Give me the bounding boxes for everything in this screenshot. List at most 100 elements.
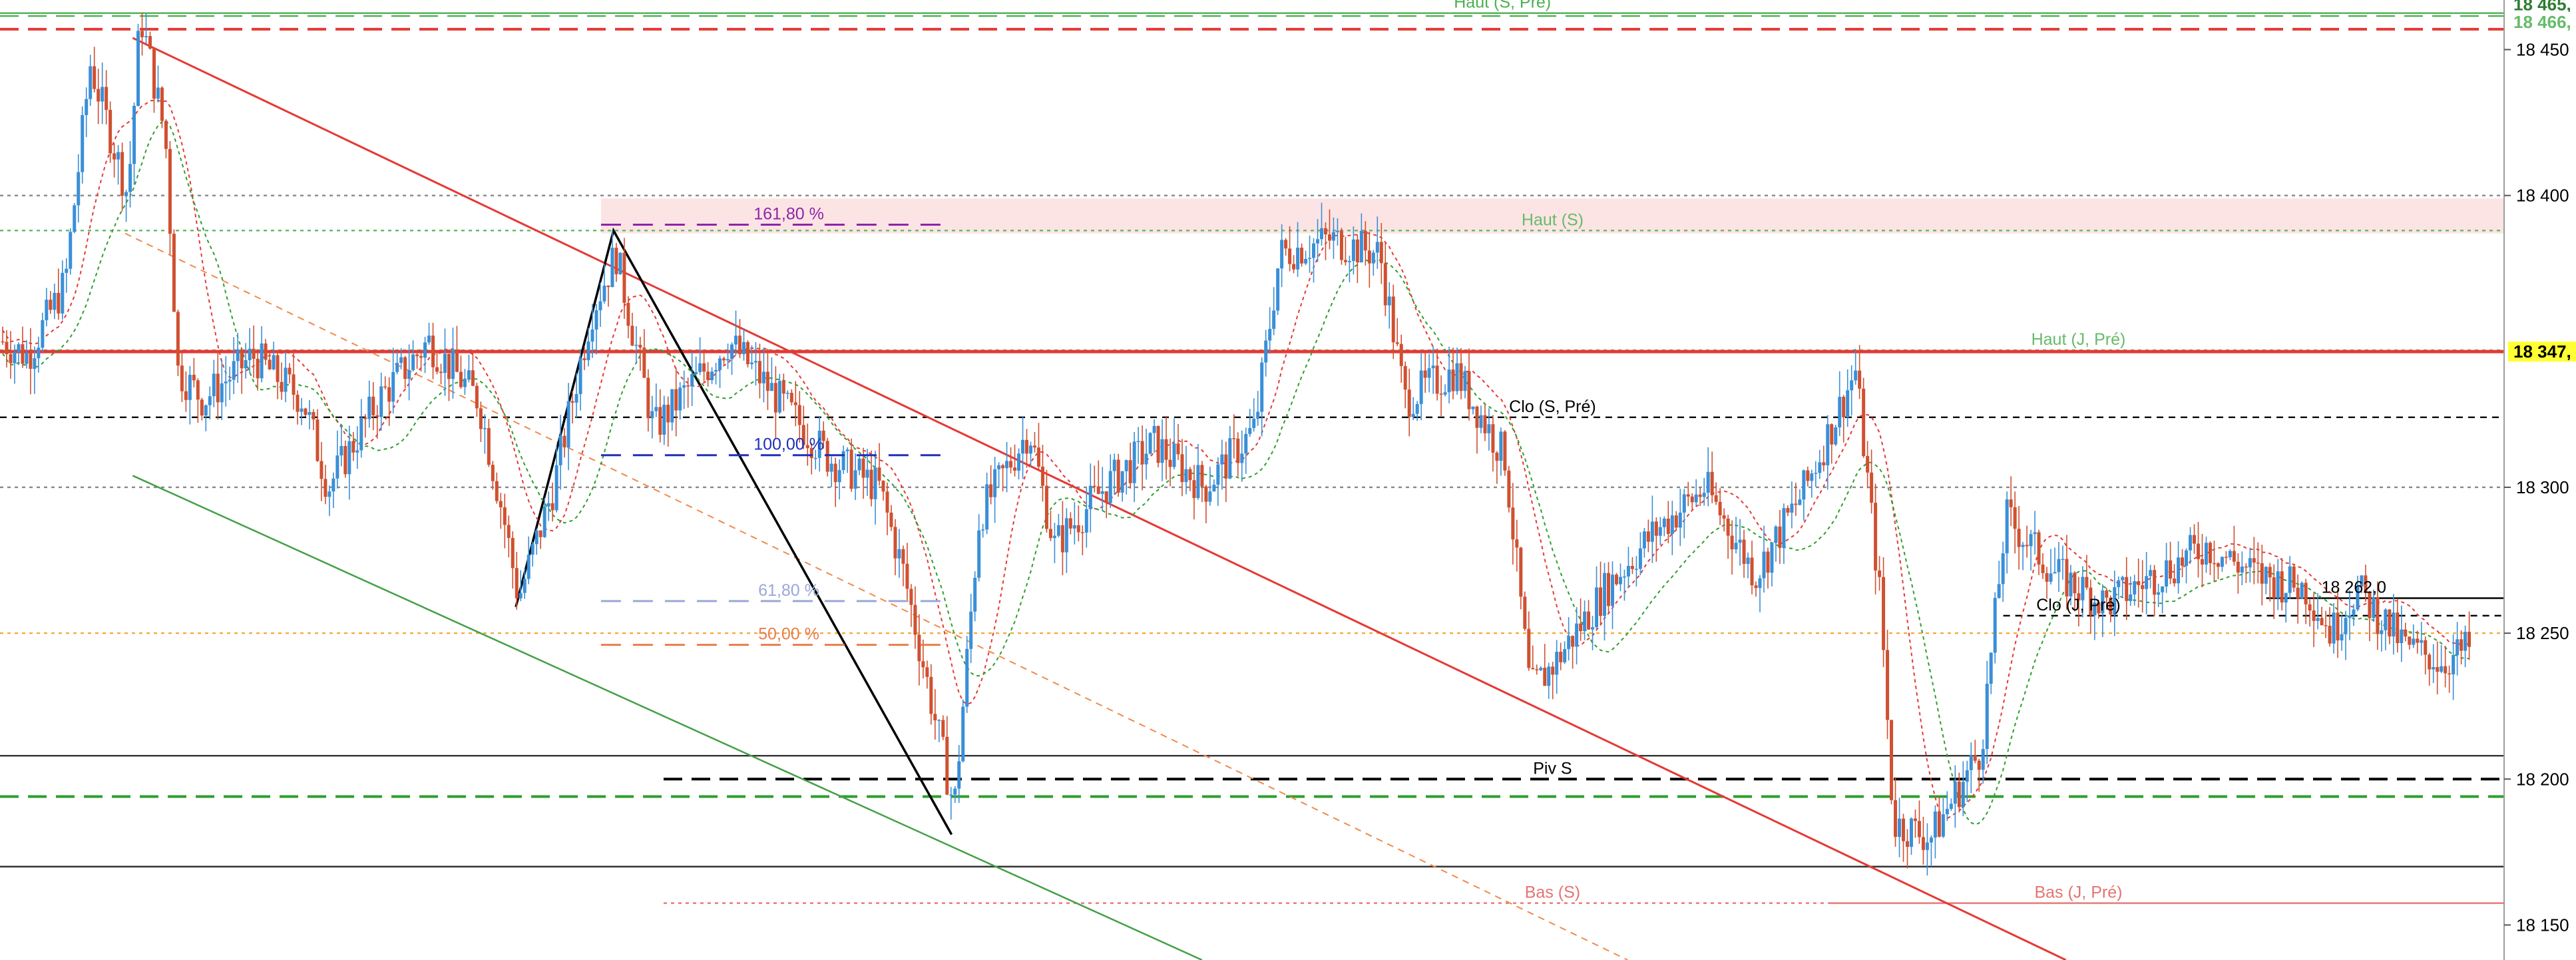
- candle-body: [1806, 470, 1810, 481]
- candle-body: [331, 478, 335, 492]
- candle-body: [1941, 814, 1945, 837]
- candle-body: [1850, 380, 1854, 391]
- candle-body: [359, 417, 363, 451]
- candle-body: [2408, 636, 2412, 645]
- candle-body: [1866, 456, 1870, 473]
- candle-body: [304, 408, 308, 415]
- candle-body: [1084, 509, 1088, 533]
- candle-body: [232, 361, 236, 380]
- candle-body: [1710, 471, 1714, 496]
- candle-body: [1331, 232, 1335, 241]
- candle-body: [698, 363, 702, 372]
- candle-body: [1798, 499, 1802, 505]
- candle-body: [853, 470, 857, 489]
- candle-body: [1599, 587, 1603, 616]
- candle-body: [626, 302, 630, 326]
- candle-body: [1961, 782, 1965, 808]
- candle-body: [1248, 427, 1252, 434]
- level-label-0: Haut (S, Pré): [1454, 0, 1551, 12]
- candle-body: [961, 706, 965, 762]
- candle-body: [1455, 363, 1459, 391]
- candle-body: [1, 341, 5, 343]
- candle-body: [1778, 526, 1782, 549]
- candle-body: [2240, 566, 2244, 573]
- candle-body: [921, 661, 925, 668]
- candle-body: [817, 430, 821, 458]
- candle-body: [2376, 597, 2380, 634]
- price-axis[interactable]: 18 450 18 400 18 300 18 250 18 200 18 150 18 4…: [2503, 0, 2576, 960]
- candle-body: [323, 479, 327, 497]
- candle-body: [2260, 563, 2264, 584]
- candle-body: [2177, 557, 2181, 584]
- candle-body: [2416, 638, 2420, 643]
- candle-body: [738, 336, 742, 354]
- candle-body: [2077, 593, 2081, 600]
- candle-body: [523, 579, 527, 593]
- candle-body: [1132, 441, 1136, 483]
- candle-body: [1870, 472, 1874, 503]
- candle-body: [208, 396, 212, 405]
- candle-body: [714, 369, 718, 372]
- candle-body: [1009, 461, 1013, 468]
- candle-body: [642, 348, 646, 378]
- candle-body: [2392, 612, 2396, 637]
- candle-body: [200, 399, 204, 416]
- level-label-14: Bas (S): [1525, 883, 1580, 902]
- candle-body: [2336, 612, 2340, 640]
- candle-body: [2424, 640, 2428, 655]
- candle-body: [606, 286, 610, 288]
- candle-body: [594, 310, 598, 330]
- candle-body: [1595, 587, 1599, 628]
- candle-body: [192, 374, 196, 381]
- candle-body: [897, 549, 901, 559]
- candle-body: [1272, 310, 1276, 330]
- candle-body: [1108, 471, 1112, 503]
- candle-body: [1017, 453, 1021, 471]
- candle-body: [1742, 539, 1746, 564]
- candle-body: [1156, 425, 1160, 463]
- y-tick-label-2: 18 300: [2516, 477, 2569, 497]
- candle-body: [1192, 480, 1196, 499]
- candle-body: [1216, 464, 1220, 485]
- candle-body: [144, 36, 148, 37]
- candle-body: [2193, 535, 2197, 544]
- candle-body: [1933, 811, 1937, 838]
- candle-body: [1076, 525, 1080, 533]
- candle-body: [566, 401, 570, 447]
- candle-body: [985, 484, 989, 530]
- candle-body: [339, 446, 343, 456]
- candle-body: [1096, 486, 1100, 494]
- candle-body: [785, 393, 789, 394]
- candle-body: [73, 205, 77, 232]
- candle-body: [1276, 268, 1280, 311]
- candle-body: [857, 458, 861, 471]
- candle-body: [260, 343, 264, 379]
- candle-body: [682, 385, 686, 388]
- candle-body: [1164, 439, 1168, 460]
- candle-body: [1479, 415, 1483, 428]
- candle-body: [1232, 438, 1236, 439]
- candle-body: [2252, 558, 2256, 563]
- candle-body: [905, 563, 909, 589]
- candle-body: [1790, 503, 1794, 513]
- candle-body: [538, 530, 542, 537]
- candle-body: [335, 455, 339, 479]
- candle-body: [1838, 396, 1842, 427]
- candle-body: [1224, 454, 1228, 479]
- candle-body: [172, 234, 176, 312]
- candle-body: [1359, 230, 1363, 263]
- candle-body: [2113, 587, 2117, 614]
- candle-body: [455, 350, 459, 372]
- candle-body: [1005, 461, 1009, 469]
- candle-body: [1495, 452, 1499, 461]
- candle-body: [1810, 473, 1814, 481]
- candle-body: [1407, 389, 1411, 417]
- candle-body: [411, 354, 415, 370]
- candle-body: [630, 326, 634, 346]
- candle-body: [706, 371, 710, 380]
- candle-body: [1220, 454, 1224, 465]
- candle-body: [1794, 503, 1798, 505]
- candle-body: [953, 788, 957, 795]
- candle-body: [638, 344, 642, 348]
